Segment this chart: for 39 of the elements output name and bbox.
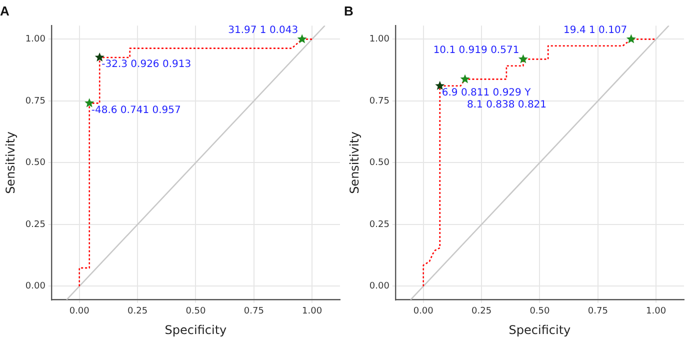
annotation: 19.4 1 0.107 [564,24,628,36]
annotation: 31.97 1 0.043 [228,24,298,36]
annotation: -48.6 0.741 0.957 [91,104,181,116]
x-axis-title: Specificity [164,322,227,337]
x-axis-title: Specificity [508,322,571,337]
y-tick-label: 0.00 [25,282,46,292]
y-tick-label: 0.75 [369,96,390,106]
y-tick-label: 0.50 [25,158,46,168]
chart-title: B [344,3,354,18]
x-tick-label: 0.25 [472,306,492,317]
y-tick-label: 0.50 [369,158,390,168]
x-tick-label: 0.00 [69,306,90,317]
x-tick-label: 0.75 [244,306,264,317]
x-tick-label: 0.25 [128,306,148,317]
x-tick-label: 1.00 [302,306,322,317]
x-tick-label: 0.00 [413,306,434,317]
point [626,34,636,44]
y-tick-label: 0.25 [25,220,46,230]
annotation: 10.1 0.919 0.571 [433,44,520,56]
x-tick-label: 0.50 [186,306,206,317]
y-tick-label: 0.75 [25,96,46,106]
chart-title: A [0,3,10,18]
point [84,98,94,108]
point [518,54,528,64]
y-tick-label: 1.00 [25,34,46,45]
annotation: 8.1 0.838 0.821 [467,99,547,110]
y-tick-label: 0.25 [369,220,390,230]
x-tick-label: 0.75 [588,306,608,317]
y-axis-title: Sensitivity [3,131,18,194]
y-axis-title: Sensitivity [347,131,362,194]
x-tick-label: 0.50 [530,306,550,317]
y-tick-label: 1.00 [369,34,390,45]
annotation: -32.3 0.926 0.913 [102,59,192,70]
point [297,34,307,44]
point [435,80,445,90]
annotation: 6.9 0.811 0.929 Y [442,87,532,98]
point [460,74,470,84]
y-tick-label: 0.00 [369,282,390,292]
x-tick-label: 1.00 [646,306,666,317]
